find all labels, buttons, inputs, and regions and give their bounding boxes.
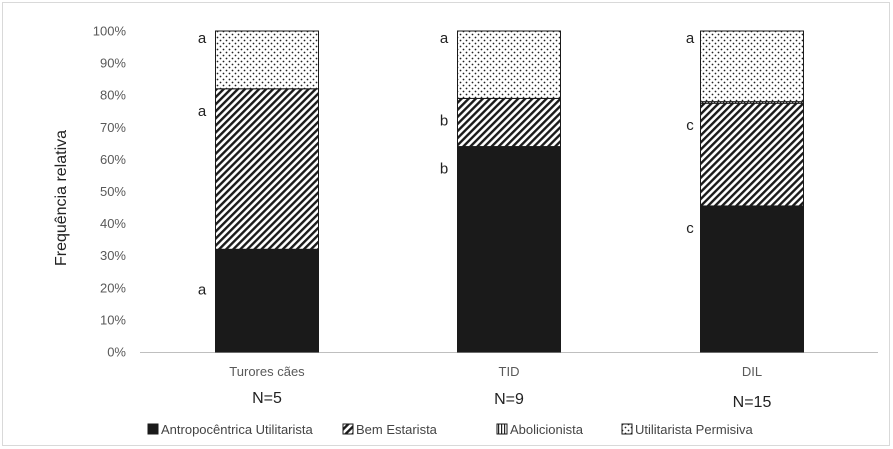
- significance-letter: b: [440, 112, 448, 129]
- significance-letter: a: [686, 30, 695, 47]
- y-tick-label: 50%: [100, 184, 126, 199]
- significance-letter: c: [686, 117, 694, 134]
- legend-label: Bem Estarista: [356, 422, 438, 437]
- y-tick-label: 60%: [100, 152, 126, 167]
- y-axis-label: Frequência relativa: [53, 130, 70, 266]
- bar-segment: [215, 30, 319, 90]
- y-tick-label: 40%: [100, 216, 126, 231]
- bar-segment: [215, 248, 319, 353]
- bar-segment: [700, 102, 804, 207]
- legend-label: Utilitarista Permisiva: [635, 422, 754, 437]
- y-tick-label: 80%: [100, 88, 126, 103]
- sample-size-label: N=15: [733, 394, 772, 411]
- significance-letter: a: [198, 30, 207, 47]
- bar-segment: [457, 97, 561, 148]
- bar-segment: [700, 205, 804, 353]
- y-tick-label: 10%: [100, 312, 126, 327]
- bar-segment: [215, 88, 319, 250]
- bar-segment: [457, 30, 561, 99]
- bars-group: a a a b b a c c a: [198, 30, 804, 353]
- y-tick-label: 30%: [100, 248, 126, 263]
- x-tick-label: DIL: [742, 364, 762, 379]
- y-tick-label: 0%: [107, 345, 126, 360]
- y-tick-label: 70%: [100, 120, 126, 135]
- y-tick-label: 20%: [100, 280, 126, 295]
- legend-label: Abolicionista: [510, 422, 584, 437]
- y-tick-label: 90%: [100, 56, 126, 71]
- legend: Antropocêntrica Utilitarista Bem Estarist…: [147, 422, 754, 437]
- sample-size-label: N=9: [494, 391, 524, 408]
- legend-swatch: [147, 423, 159, 435]
- bar-segment: [700, 30, 804, 103]
- significance-letter: c: [686, 220, 694, 237]
- legend-swatch: [342, 423, 354, 435]
- sample-size-label: N=5: [252, 390, 282, 407]
- significance-letter: b: [440, 161, 448, 178]
- legend-swatch: [496, 423, 508, 435]
- x-tick-label: Turores cães: [229, 364, 305, 379]
- legend-swatch: [621, 423, 633, 435]
- significance-letter: a: [198, 281, 207, 298]
- bar-segment: [457, 146, 561, 353]
- y-axis-ticks: 0% 10% 20% 30% 40% 50% 60% 70% 80% 90% 100%: [93, 24, 127, 360]
- legend-label: Antropocêntrica Utilitarista: [161, 422, 313, 437]
- significance-letter: a: [198, 103, 207, 120]
- significance-letter: a: [440, 30, 449, 47]
- x-tick-label: TID: [499, 364, 520, 379]
- category-labels: Turores cães N=5 TID N=9 DIL N=15: [229, 364, 771, 411]
- y-tick-label: 100%: [93, 24, 127, 39]
